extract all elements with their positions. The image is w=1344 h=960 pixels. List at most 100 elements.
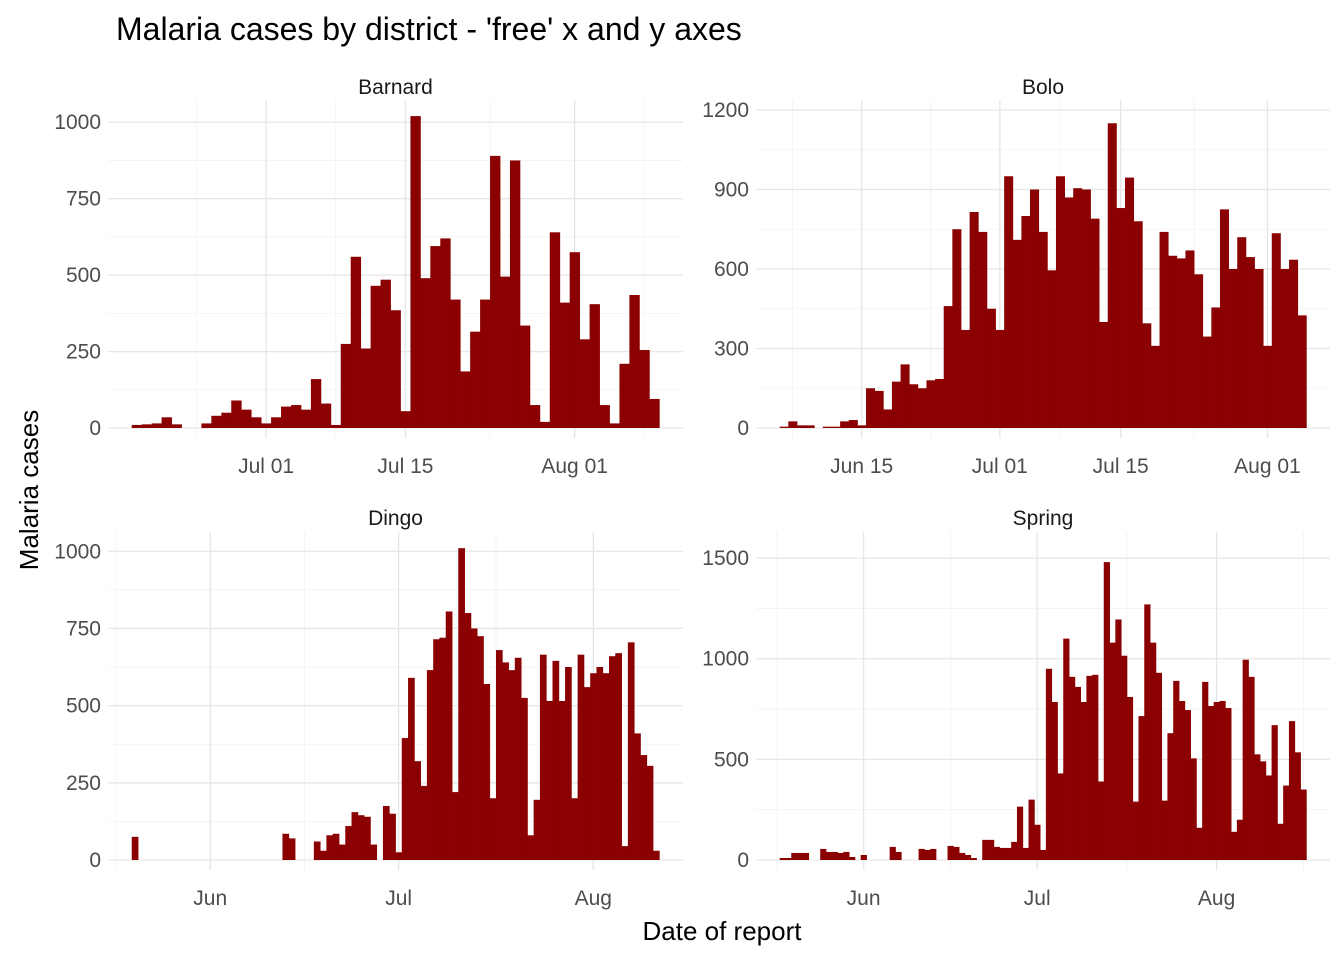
bar xyxy=(330,424,342,428)
bar xyxy=(1133,221,1143,428)
bar xyxy=(1245,257,1255,428)
bar xyxy=(1185,250,1195,428)
bar xyxy=(1219,701,1226,860)
y-tick-label: 1200 xyxy=(702,99,749,122)
y-tick-label: 900 xyxy=(714,179,749,202)
bar xyxy=(993,846,1000,860)
bar xyxy=(1030,189,1040,428)
bar xyxy=(1012,239,1022,428)
y-tick-label: 1000 xyxy=(702,648,749,671)
bar xyxy=(639,350,650,428)
bar xyxy=(426,670,434,860)
bar xyxy=(634,733,641,860)
bar xyxy=(1081,189,1091,428)
bar xyxy=(131,836,139,860)
bar xyxy=(282,833,290,860)
bar xyxy=(271,417,282,428)
bar xyxy=(401,738,409,860)
bar xyxy=(1028,799,1035,860)
y-tick-label: 0 xyxy=(89,849,101,872)
bar xyxy=(1116,208,1126,428)
bar xyxy=(539,421,551,428)
bar xyxy=(364,816,371,860)
bar xyxy=(796,425,806,428)
bar xyxy=(490,155,501,428)
bar xyxy=(408,677,415,860)
bar xyxy=(791,852,798,860)
bar xyxy=(900,364,910,428)
bar xyxy=(1057,773,1064,860)
bar xyxy=(480,299,491,428)
bar xyxy=(519,325,531,428)
bar xyxy=(1121,655,1128,860)
facet-label: Spring xyxy=(1013,507,1074,530)
bar xyxy=(883,409,893,428)
bar xyxy=(231,400,242,428)
bar xyxy=(1097,781,1105,860)
bar xyxy=(370,285,381,428)
bar xyxy=(452,792,459,860)
bar xyxy=(627,642,635,860)
bar xyxy=(1297,315,1307,429)
bar xyxy=(360,348,372,428)
bar xyxy=(1016,806,1024,860)
bar xyxy=(1132,801,1139,860)
bar xyxy=(350,256,362,428)
bar xyxy=(281,406,292,428)
bar xyxy=(820,848,827,860)
bar xyxy=(1155,672,1163,860)
y-tick-label: 250 xyxy=(66,772,101,795)
bar xyxy=(805,425,815,428)
bar xyxy=(1138,716,1145,860)
bar xyxy=(1126,696,1134,860)
x-tick-label: Aug xyxy=(1198,887,1235,910)
facet-barnard: 0 250 500 750 1000 Jul 01 Jul 15 Aug 01 Barnard xyxy=(54,76,683,478)
bar xyxy=(969,212,979,428)
bar xyxy=(952,229,962,428)
bar xyxy=(947,845,954,860)
bar xyxy=(251,417,262,428)
y-tick-label: 0 xyxy=(89,417,101,440)
bar xyxy=(261,423,272,428)
bar xyxy=(1099,322,1109,428)
x-tick-label: Jul 01 xyxy=(972,455,1028,478)
bar xyxy=(414,761,422,860)
y-tick-label: 1000 xyxy=(54,540,101,563)
bar xyxy=(477,636,484,860)
bar xyxy=(935,378,945,428)
bar xyxy=(489,798,497,860)
bar xyxy=(211,415,222,428)
bar xyxy=(917,388,927,428)
bar xyxy=(999,847,1006,860)
bar xyxy=(549,232,561,428)
bar xyxy=(1260,761,1267,860)
bar xyxy=(552,660,560,860)
bar xyxy=(577,654,585,860)
bar xyxy=(1237,237,1247,428)
bar xyxy=(926,380,936,428)
bar xyxy=(1300,789,1307,860)
bar xyxy=(1045,668,1053,860)
x-tick-label: Aug 01 xyxy=(1234,455,1301,478)
y-tick-label: 0 xyxy=(737,849,749,872)
bar xyxy=(583,687,591,860)
bar xyxy=(646,765,654,860)
bar xyxy=(1074,686,1082,860)
bar xyxy=(1178,701,1186,860)
bar xyxy=(619,363,630,428)
bar xyxy=(1069,676,1076,860)
bar xyxy=(1055,176,1065,428)
bar xyxy=(460,371,471,428)
bar xyxy=(509,160,521,428)
bar xyxy=(930,848,937,860)
bar xyxy=(959,852,966,860)
bar xyxy=(571,798,579,860)
bar xyxy=(420,278,431,428)
y-tick-label: 300 xyxy=(714,338,749,361)
bar xyxy=(1021,216,1031,428)
bar xyxy=(539,654,547,860)
bar xyxy=(964,854,972,860)
facet-spring: 0 500 1000 1500 Jun Jul Aug Spring xyxy=(702,507,1330,910)
x-axis-title: Date of report xyxy=(643,916,803,946)
bar xyxy=(831,426,841,428)
